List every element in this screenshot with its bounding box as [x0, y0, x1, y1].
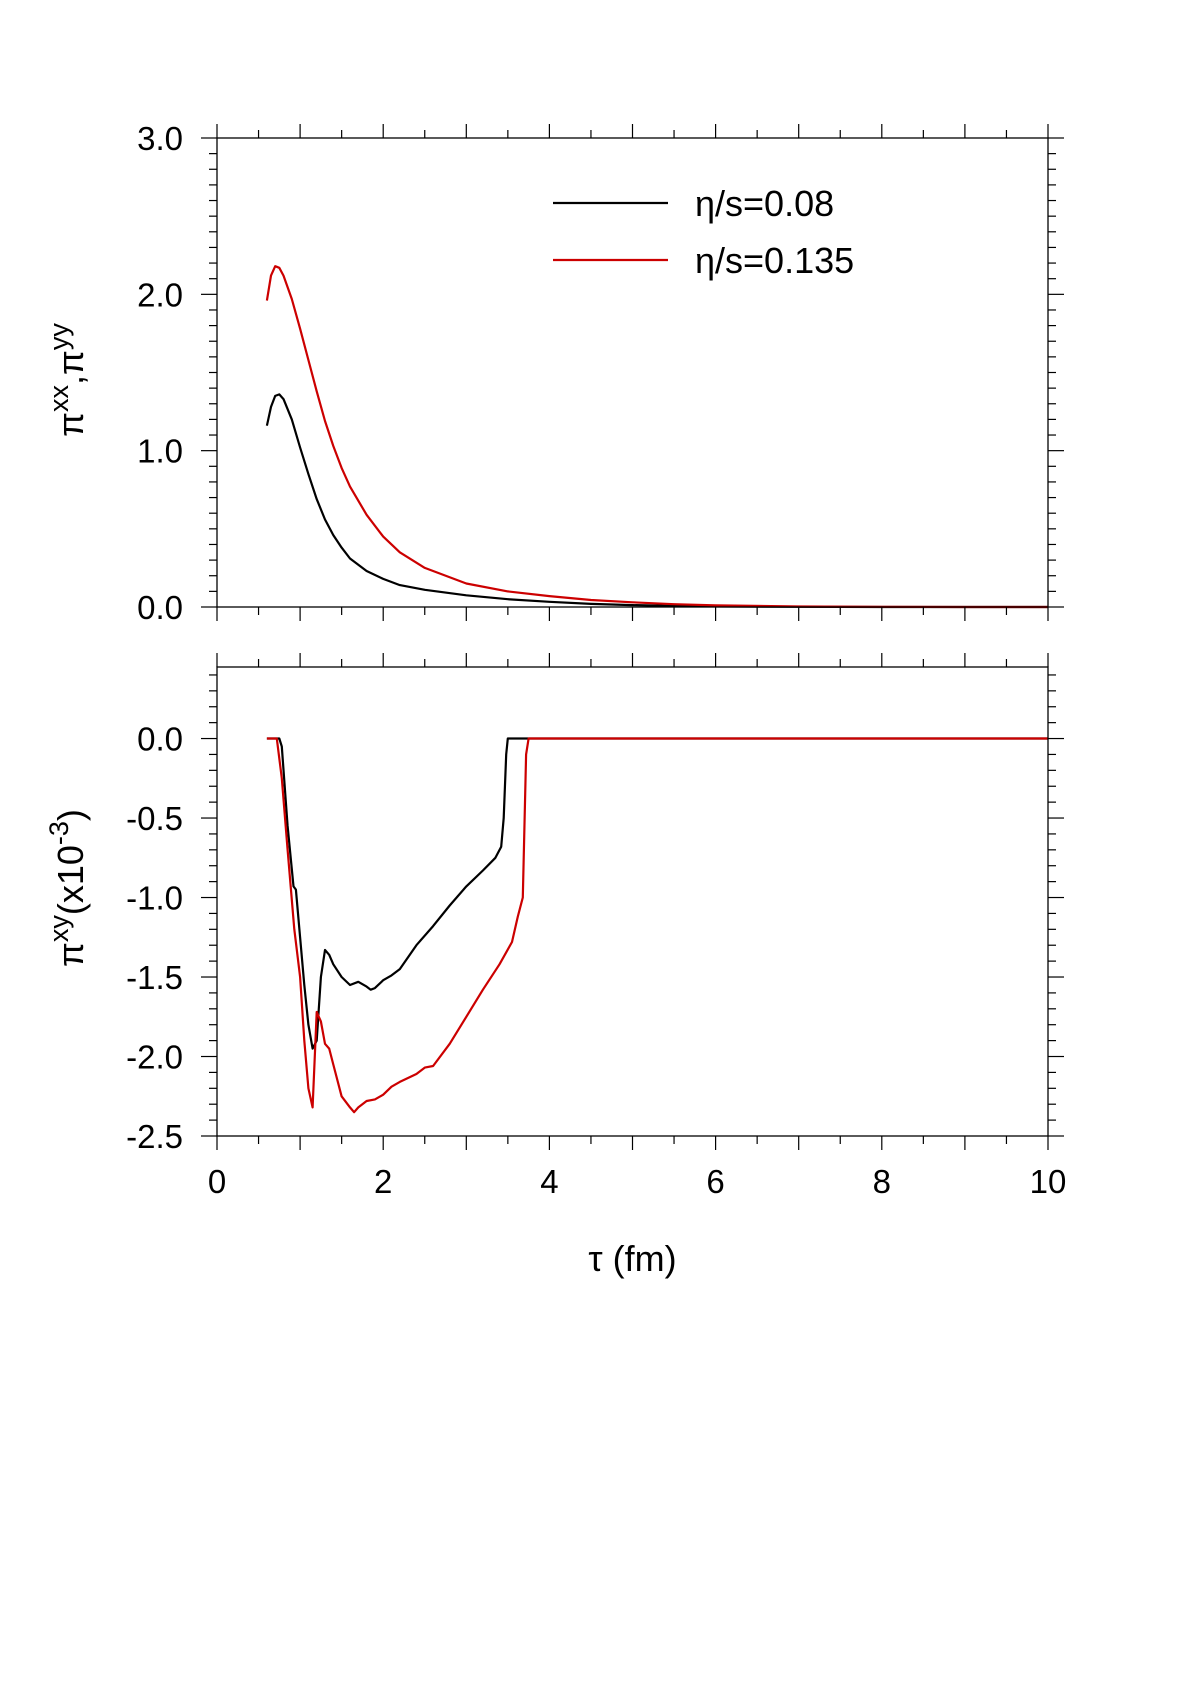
bottom-y-axis-title-part: π — [50, 942, 91, 967]
top-axes-layer: 0.0 1.0 2.0 3.0 πxx,πyy — [44, 120, 1064, 626]
bottom-y-axis-title-part: -3 — [44, 821, 74, 845]
x-axis-title: τ (fm) — [588, 1238, 676, 1279]
bottom-y-tick-label: 0.0 — [137, 721, 183, 758]
bottom-series-line-0 — [266, 737, 1048, 1050]
top-plot-frame — [216, 137, 1049, 608]
legend: η/s=0.08 η/s=0.135 — [553, 183, 854, 281]
bottom-y-axis-title-part: xy — [44, 915, 74, 943]
top-panel: 0.0 1.0 2.0 3.0 πxx,πyy η/s=0.08 η/s=0.135 — [44, 120, 1064, 626]
bottom-y-tick-label: -0.5 — [126, 800, 183, 837]
bottom-plot-frame — [216, 666, 1049, 1137]
x-tick-label: 2 — [374, 1163, 392, 1200]
bottom-y-axis-title-part: ) — [50, 809, 91, 821]
top-series-line-0 — [265, 393, 1048, 609]
x-tick-label: 4 — [540, 1163, 558, 1200]
top-y-tick-label: 1.0 — [137, 433, 183, 470]
x-tick-label: 8 — [873, 1163, 891, 1200]
bottom-y-tick-label: -1.0 — [126, 880, 183, 917]
top-y-tick-label: 2.0 — [137, 276, 183, 313]
top-series-line-1 — [265, 265, 1048, 609]
top-y-axis-title-part: xx — [44, 385, 74, 413]
bottom-y-tick-label: -2.5 — [126, 1118, 183, 1155]
top-y-axis-title-part: yy — [44, 323, 74, 351]
bottom-panel: 0 2 4 6 8 10 -2.5 -2.0 -1.5 -1.0 -0.5 0.0 πxy(x10-3)… — [44, 653, 1066, 1279]
bottom-axes-layer: 0 2 4 6 8 10 -2.5 -2.0 -1.5 -1.0 -0.5 0.0 πxy(x10-3)… — [44, 653, 1066, 1279]
bottom-y-axis-title: πxy(x10-3) — [44, 809, 91, 967]
bottom-series-layer — [266, 737, 1048, 1114]
top-y-axis-title-part: π — [50, 412, 91, 437]
bottom-y-tick-label: -2.0 — [126, 1039, 183, 1076]
bottom-y-tick-label: -1.5 — [126, 959, 183, 996]
top-series-layer — [265, 265, 1048, 609]
x-tick-label: 10 — [1030, 1163, 1067, 1200]
legend-label-0: η/s=0.08 — [695, 183, 834, 224]
x-tick-label: 0 — [208, 1163, 226, 1200]
top-y-tick-label: 3.0 — [137, 120, 183, 157]
top-y-tick-label: 0.0 — [137, 589, 183, 626]
bottom-y-axis-title-part: (x10 — [50, 845, 91, 915]
bottom-series-line-1 — [266, 737, 1048, 1114]
legend-label-1: η/s=0.135 — [695, 240, 854, 281]
x-tick-label: 6 — [706, 1163, 724, 1200]
top-y-axis-title-part: ,π — [50, 350, 91, 385]
top-y-axis-title: πxx,πyy — [44, 323, 91, 437]
